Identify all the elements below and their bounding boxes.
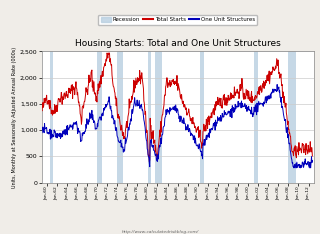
Title: Housing Starts: Total and One Unit Structures: Housing Starts: Total and One Unit Struc… (75, 39, 280, 48)
Bar (254, 51, 258, 183)
Bar (148, 51, 151, 183)
Y-axis label: Units, Monthly at Seasonally Adjusted Annual Rate (000s): Units, Monthly at Seasonally Adjusted An… (12, 46, 17, 188)
Bar (117, 51, 124, 183)
Bar (51, 51, 52, 183)
Legend: Recession, Total Starts, One Unit Structures: Recession, Total Starts, One Unit Struct… (98, 15, 257, 25)
Bar (155, 51, 162, 183)
Bar (200, 51, 204, 183)
Text: http://www.calculatedriskblog.com/: http://www.calculatedriskblog.com/ (121, 230, 199, 234)
Bar (97, 51, 102, 183)
Bar (288, 51, 296, 183)
